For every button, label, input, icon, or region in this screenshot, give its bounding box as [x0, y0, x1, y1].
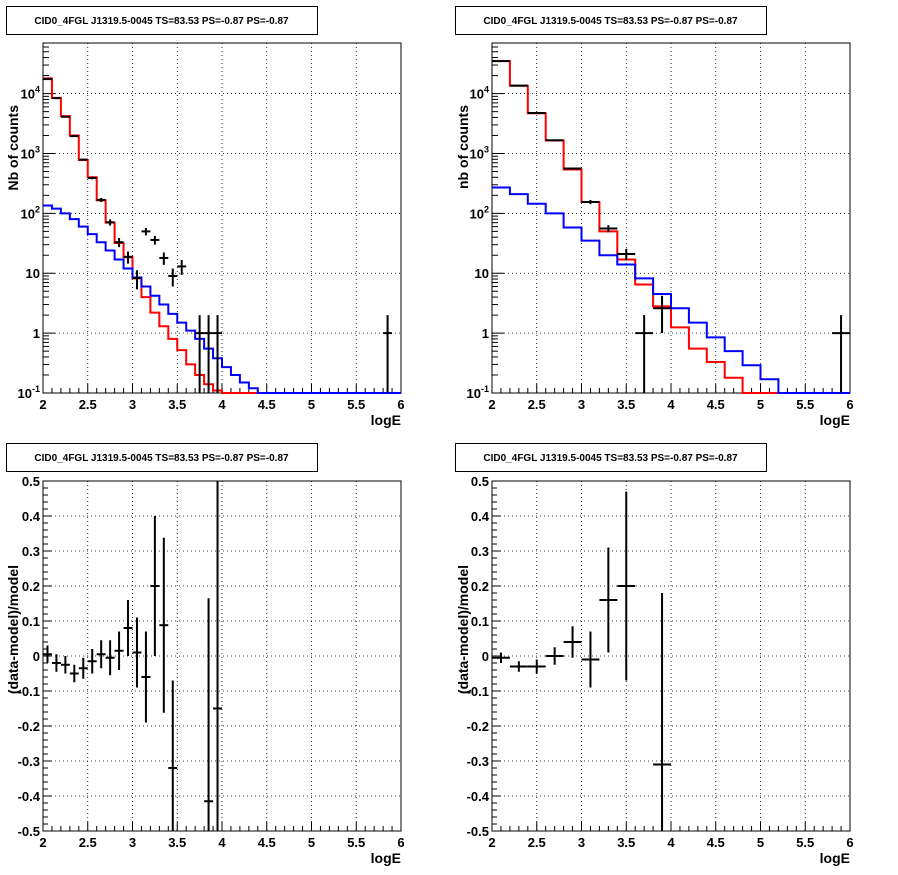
- tick-label: 3.5: [617, 835, 635, 850]
- tick-label: 6: [846, 835, 853, 850]
- tick-label: 5: [308, 397, 315, 412]
- title-box: [6, 443, 318, 472]
- tick-label: 5.5: [347, 835, 365, 850]
- tick-label: 4: [667, 397, 675, 412]
- tick-label: 4: [218, 835, 226, 850]
- tick-label: 2.5: [79, 397, 97, 412]
- tick-label: 10: [26, 266, 40, 281]
- tick-label: 4: [218, 397, 226, 412]
- tick-label: 0.5: [22, 474, 40, 489]
- tick-label: 2.5: [528, 835, 546, 850]
- tick-label: 0.3: [22, 544, 40, 559]
- tick-label: 2: [488, 397, 495, 412]
- tick-label: 0.1: [22, 614, 40, 629]
- chart-title: CID0_4FGL J1319.5-0045 TS=83.53 PS=-0.87…: [483, 16, 738, 27]
- tick-label: 3.5: [168, 835, 186, 850]
- tick-label: -0.4: [18, 789, 41, 804]
- x-axis-label: logE: [820, 850, 850, 866]
- tick-label: 104: [470, 85, 489, 102]
- tick-label: -0.5: [467, 824, 489, 839]
- tick-label: 6: [846, 397, 853, 412]
- tick-label: 0.1: [471, 614, 489, 629]
- chart-title: CID0_4FGL J1319.5-0045 TS=83.53 PS=-0.87…: [34, 16, 289, 27]
- tick-label: 4.5: [707, 835, 725, 850]
- x-axis-label: logE: [820, 412, 850, 428]
- tick-label: 1: [33, 326, 40, 341]
- series-1-step-line: [43, 204, 401, 394]
- tick-label: 0.5: [471, 474, 489, 489]
- tick-label: 3: [129, 835, 136, 850]
- tick-label: 2: [39, 397, 46, 412]
- tick-label: -0.4: [467, 789, 490, 804]
- tick-label: 5: [757, 397, 764, 412]
- tick-label: 3: [129, 397, 136, 412]
- tick-label: -0.5: [18, 824, 40, 839]
- tick-label: 2.5: [79, 835, 97, 850]
- x-axis-label: logE: [371, 412, 401, 428]
- chart-panel-4: CID0_4FGL J1319.5-0045 TS=83.53 PS=-0.87…: [455, 443, 854, 866]
- series-1-step-line: [492, 186, 850, 394]
- tick-label: 4: [667, 835, 675, 850]
- y-axis-label: (data-model)/model: [455, 565, 471, 694]
- tick-label: 5: [308, 835, 315, 850]
- tick-label: 4.5: [258, 835, 276, 850]
- chart-panel-3: CID0_4FGL J1319.5-0045 TS=83.53 PS=-0.87…: [5, 443, 405, 866]
- tick-label: 6: [397, 835, 404, 850]
- y-axis-label: Nb of counts: [5, 105, 21, 191]
- tick-label: 1: [482, 326, 489, 341]
- tick-label: 0: [33, 649, 40, 664]
- tick-label: 3: [578, 397, 585, 412]
- tick-label: 5: [757, 835, 764, 850]
- tick-label: -0.2: [18, 719, 40, 734]
- tick-label: 3.5: [168, 397, 186, 412]
- tick-label: 0.3: [471, 544, 489, 559]
- y-axis-label: (data-model)/model: [5, 565, 21, 694]
- tick-label: 0.4: [22, 509, 41, 524]
- title-box: [455, 6, 767, 35]
- tick-label: 0.2: [22, 579, 40, 594]
- tick-label: 10-1: [467, 384, 489, 401]
- tick-label: 4.5: [707, 397, 725, 412]
- tick-label: -0.1: [18, 684, 40, 699]
- tick-label: 102: [21, 204, 40, 221]
- tick-label: 10-1: [18, 384, 40, 401]
- tick-label: -0.2: [467, 719, 489, 734]
- tick-label: -0.3: [18, 754, 40, 769]
- chart-title: CID0_4FGL J1319.5-0045 TS=83.53 PS=-0.87…: [34, 453, 289, 464]
- tick-label: 0: [482, 649, 489, 664]
- title-box: [6, 6, 318, 35]
- tick-label: 103: [21, 144, 40, 161]
- tick-label: -0.3: [467, 754, 489, 769]
- tick-label: 5.5: [347, 397, 365, 412]
- x-axis-label: logE: [371, 850, 401, 866]
- tick-label: 102: [470, 204, 489, 221]
- tick-label: -0.1: [467, 684, 489, 699]
- tick-label: 104: [21, 85, 40, 102]
- tick-label: 5.5: [796, 397, 814, 412]
- tick-label: 10: [475, 266, 489, 281]
- tick-label: 103: [470, 144, 489, 161]
- tick-label: 6: [397, 397, 404, 412]
- tick-label: 0.4: [471, 509, 490, 524]
- title-box: [455, 443, 767, 472]
- tick-label: 5.5: [796, 835, 814, 850]
- chart-panel-2: CID0_4FGL J1319.5-0045 TS=83.53 PS=-0.87…: [455, 6, 854, 428]
- tick-label: 4.5: [258, 397, 276, 412]
- chart-panel-1: CID0_4FGL J1319.5-0045 TS=83.53 PS=-0.87…: [5, 6, 405, 428]
- chart-title: CID0_4FGL J1319.5-0045 TS=83.53 PS=-0.87…: [483, 453, 738, 464]
- y-axis-label: nb of counts: [455, 105, 471, 189]
- tick-label: 2.5: [528, 397, 546, 412]
- tick-label: 2: [39, 835, 46, 850]
- tick-label: 2: [488, 835, 495, 850]
- tick-label: 0.2: [471, 579, 489, 594]
- tick-label: 3.5: [617, 397, 635, 412]
- tick-label: 3: [578, 835, 585, 850]
